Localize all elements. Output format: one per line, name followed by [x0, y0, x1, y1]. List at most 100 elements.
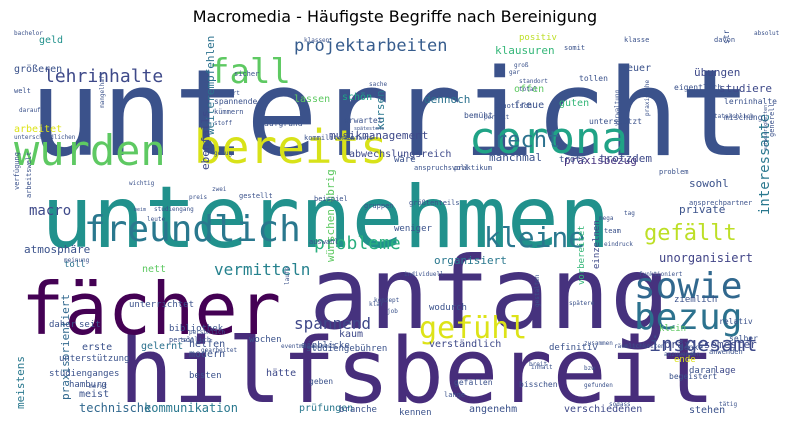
word-kursen: kursen — [374, 90, 387, 130]
word-nett: nett — [142, 264, 166, 275]
word-wochen: wochen — [249, 335, 282, 345]
word-unterschiedlichen: unterschiedlichen — [14, 134, 76, 141]
word-studiere: studiere — [719, 82, 772, 95]
word-wäre: wäre — [394, 155, 416, 165]
word-total: total — [519, 86, 537, 93]
word-praxisbezug: praxisbezug — [564, 154, 637, 167]
word-job: job — [387, 308, 398, 315]
word-praxisorientiert: praxisorientiert — [59, 294, 72, 400]
word-sodass: sodass — [609, 401, 631, 408]
word-verfügung: verfügung — [13, 152, 21, 190]
word-genug: genug — [214, 150, 232, 157]
word-welt: welt — [14, 87, 31, 95]
word-daher: daher — [49, 320, 77, 330]
word-atmosphäre: atmosphäre — [24, 243, 90, 256]
word-projektarbeiten: projektarbeiten — [294, 36, 448, 56]
word-interessante: interessante — [757, 114, 773, 215]
word-lassen: lassen — [294, 94, 330, 105]
word-davon: davon — [714, 36, 735, 44]
word-fall: fall — [209, 52, 291, 92]
word-kleine: kleine — [484, 221, 585, 254]
word-verwaltung: verwaltung — [614, 89, 621, 126]
word-klein: klein — [659, 324, 686, 334]
word-daran: daran — [689, 366, 716, 376]
word-cloud-panel: unterricht unternehmen anfang hilfsbereit fä… — [9, 30, 780, 418]
word-größeren: größeren — [14, 64, 62, 75]
word-merkt: merkt — [89, 383, 107, 390]
word-meist: meist — [79, 389, 109, 400]
word-sowie: sowie — [634, 266, 742, 307]
word-unterrichtet: unterrichtet — [129, 300, 194, 310]
word-hamburg: hamburg — [69, 380, 107, 390]
word-standort: standort — [519, 78, 548, 85]
word-freundlich: freundlich — [84, 209, 301, 250]
word-branche: branche — [339, 405, 377, 415]
word-organisiert: organisiert — [434, 254, 507, 267]
word-definitiv: definitiv — [549, 343, 598, 353]
word-stehen: stehen — [689, 405, 725, 416]
word-gefallen: gefallen — [454, 378, 493, 387]
word-wodurch: wodurch — [429, 303, 467, 313]
word-beim: beim — [134, 207, 146, 213]
word-beispiel: beispiel — [314, 195, 348, 203]
word-teil: teil — [180, 337, 195, 344]
word-bisschen: bisschen — [519, 380, 558, 389]
word-breit: breit — [529, 361, 547, 368]
word-kommunikation: kommunikation — [144, 401, 238, 415]
word-bachelor: bachelor — [14, 30, 43, 37]
word-tag: tag — [624, 210, 635, 217]
word-recht: recht — [494, 128, 560, 153]
word-wichtig: wichtig — [129, 180, 155, 187]
word-lehrinhalte: lehrinhalte — [44, 66, 163, 87]
word-klar: klar — [369, 301, 384, 308]
word-eindruck: eindruck — [604, 241, 633, 248]
word-praxissemester: praxissemester — [664, 338, 757, 351]
word-gefühl: gefühl — [419, 311, 527, 346]
word-anspruchsvoll: anspruchsvoll — [414, 164, 469, 172]
word-besten: besten — [189, 371, 222, 381]
word-darauf: darauf — [19, 107, 41, 114]
word-einblicke: einblicke — [301, 341, 350, 351]
word-anzuwenden: anzuwenden — [664, 351, 701, 358]
word-kommilitonen: kommilitonen — [304, 134, 355, 142]
word-corona: corona — [469, 113, 628, 164]
word-gelernt: gelernt — [141, 341, 183, 352]
word-lage: lage — [714, 366, 736, 376]
word-klausuren: klausuren — [495, 44, 555, 57]
word-bibliothek: bibliothek — [169, 324, 224, 334]
word-macro: macro — [29, 203, 71, 219]
word-gestalten: gestalten — [534, 274, 541, 307]
word-eventmanagement: eventmanagement — [281, 343, 336, 350]
word-positiv: positiv — [519, 33, 557, 43]
word-trotzdem: trotzdem — [599, 152, 652, 165]
word-mischung: mischung — [724, 113, 763, 122]
word-kontakte: kontakte — [344, 135, 373, 142]
word-ort: ort — [229, 90, 240, 97]
word-gar: gar — [509, 69, 520, 76]
word-verschiedenen: verschiedenen — [564, 404, 642, 415]
word-meistens: meistens — [14, 356, 27, 409]
word-tatsächlich: tatsächlich — [714, 113, 754, 120]
word-anfang: anfang — [309, 235, 670, 352]
word-kennen: kennen — [399, 408, 432, 418]
word-offen: offen — [514, 84, 544, 95]
word-konzept: konzept — [374, 297, 400, 304]
word-kümmern: kümmern — [214, 108, 244, 116]
word-bzw: bzw — [584, 365, 595, 372]
word-einzelnen: einzelnen — [592, 220, 602, 269]
word-aufgrund: aufgrund — [264, 119, 303, 128]
word-ziemlich: ziemlich — [674, 295, 717, 305]
word-helfen: helfen — [189, 339, 225, 350]
word-wünschen-übrig: wünschen übrig — [324, 169, 337, 262]
word-tollen: tollen — [579, 74, 608, 83]
word-spannende: spannende — [214, 97, 258, 106]
word-strukturiert: strukturiert — [722, 30, 731, 44]
word-problem: problem — [659, 168, 689, 176]
word-spannend: spannend — [294, 314, 371, 333]
chart-title: Macromedia - Häufigste Begriffe nach Ber… — [192, 7, 598, 26]
word-eigentlich: eigentlich — [674, 83, 722, 92]
word-arbeitswelt: arbeitswelt — [25, 152, 33, 198]
word-auswahl: auswahl — [309, 238, 339, 246]
word-seit: seit — [79, 320, 101, 330]
word-freue: freue — [514, 100, 544, 111]
